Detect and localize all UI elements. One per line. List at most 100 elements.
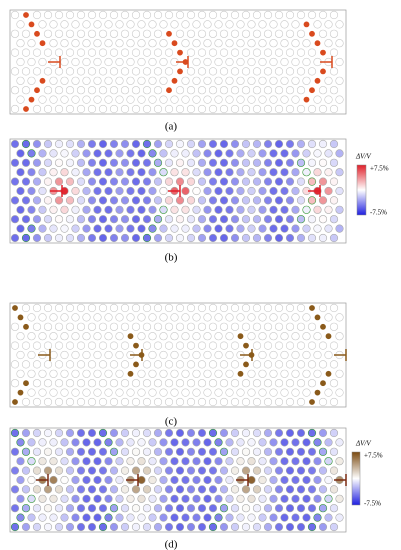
atom xyxy=(175,447,185,456)
atom xyxy=(186,447,196,456)
atom xyxy=(104,438,113,447)
atom xyxy=(159,438,168,447)
atom xyxy=(49,475,58,485)
atom xyxy=(197,29,207,38)
atom xyxy=(230,447,240,456)
atom xyxy=(208,428,218,438)
atom xyxy=(27,76,36,85)
atom xyxy=(21,360,31,369)
atom xyxy=(76,466,86,475)
atom xyxy=(71,457,80,466)
atom xyxy=(225,388,234,397)
atom xyxy=(60,438,69,447)
atom xyxy=(329,29,339,38)
atom xyxy=(115,168,124,177)
atom xyxy=(269,57,278,67)
atom xyxy=(219,67,229,76)
panel-label: (d) xyxy=(165,539,178,550)
atom xyxy=(313,350,322,360)
atom xyxy=(142,522,152,532)
atom xyxy=(186,504,196,513)
atom xyxy=(54,48,64,57)
atom xyxy=(241,86,251,95)
atom xyxy=(280,168,289,177)
atom xyxy=(120,522,130,532)
atom xyxy=(115,457,124,466)
atom xyxy=(87,48,97,57)
atom xyxy=(335,57,344,67)
atom xyxy=(175,504,185,513)
atom xyxy=(142,67,152,76)
atom xyxy=(236,438,245,447)
atom xyxy=(296,104,306,114)
atom xyxy=(214,457,223,466)
atom xyxy=(203,39,212,48)
atom xyxy=(170,20,179,29)
atom xyxy=(10,360,20,369)
atom xyxy=(181,20,190,29)
atom xyxy=(269,168,278,177)
atom xyxy=(214,149,223,158)
atom xyxy=(148,39,157,48)
atom xyxy=(148,95,157,104)
atom xyxy=(192,205,201,214)
atom xyxy=(148,494,157,503)
atom xyxy=(186,67,196,76)
atom xyxy=(208,104,218,114)
atom xyxy=(252,397,262,407)
atom xyxy=(241,29,251,38)
atom xyxy=(82,205,91,214)
atom xyxy=(252,504,262,513)
atom xyxy=(269,350,278,360)
atom xyxy=(175,10,185,20)
atom xyxy=(197,466,207,475)
atom xyxy=(164,341,174,350)
atom xyxy=(296,158,306,167)
atom xyxy=(131,466,141,475)
atom xyxy=(318,10,328,20)
colorbar-min: -7.5% xyxy=(370,209,387,217)
atom xyxy=(274,504,284,513)
atom xyxy=(258,186,267,196)
atom xyxy=(153,158,163,167)
atom xyxy=(142,466,152,475)
atom xyxy=(98,466,108,475)
atom xyxy=(109,522,119,532)
atom xyxy=(76,397,86,407)
atom xyxy=(54,158,64,167)
atom xyxy=(27,186,36,196)
atom xyxy=(93,57,102,67)
atom xyxy=(291,494,300,503)
atom xyxy=(181,186,190,196)
atom xyxy=(214,332,223,341)
atom xyxy=(16,513,25,522)
atom xyxy=(252,522,262,532)
atom xyxy=(38,224,47,233)
atom xyxy=(164,233,174,243)
atom xyxy=(313,95,322,104)
atom xyxy=(203,369,212,378)
atom xyxy=(54,341,64,350)
atom xyxy=(197,303,207,313)
atom xyxy=(307,158,317,167)
atom xyxy=(186,522,196,532)
atom xyxy=(65,360,75,369)
atom xyxy=(65,86,75,95)
atom xyxy=(263,504,273,513)
atom xyxy=(27,224,36,233)
atom xyxy=(247,224,256,233)
atom xyxy=(12,305,18,311)
atom xyxy=(175,466,185,475)
atom xyxy=(104,205,113,214)
atom xyxy=(93,168,102,177)
atom xyxy=(159,76,168,85)
atom xyxy=(164,196,174,205)
atom xyxy=(21,466,31,475)
atom xyxy=(318,341,328,350)
atom xyxy=(137,513,146,522)
atom xyxy=(76,29,86,38)
dislocation xyxy=(334,349,347,361)
atom xyxy=(170,205,179,214)
atom xyxy=(313,149,322,158)
atom xyxy=(285,341,295,350)
